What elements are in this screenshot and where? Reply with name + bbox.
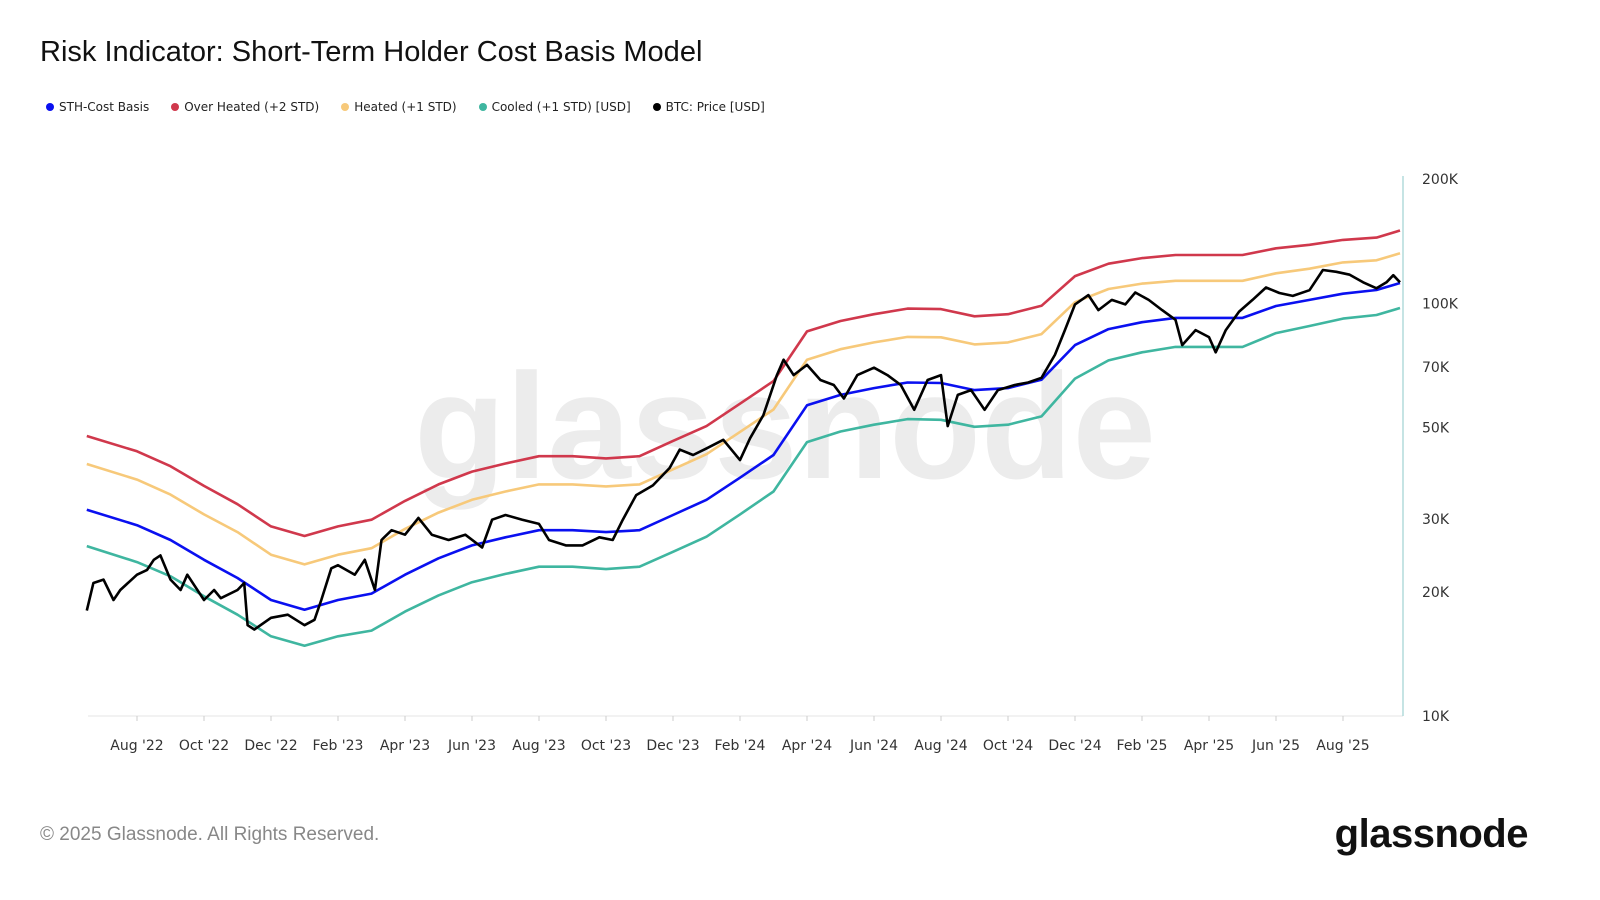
copyright-footer: © 2025 Glassnode. All Rights Reserved.	[40, 824, 380, 845]
x-tick-label: Dec '23	[646, 738, 699, 754]
x-tick-label: Jun '25	[1251, 738, 1300, 754]
legend-item-sth-cost-basis[interactable]: STH-Cost Basis	[46, 100, 149, 114]
series-line-over-heated-2-std	[86, 229, 1401, 538]
legend-dot-icon	[171, 103, 180, 111]
series-line-heated-1-std	[86, 252, 1401, 566]
legend-dot-icon	[341, 103, 350, 111]
x-tick-label: Oct '22	[179, 738, 229, 754]
legend-item-btc-price[interactable]: BTC: Price [USD]	[652, 100, 765, 114]
x-tick-label: Aug '22	[110, 738, 163, 754]
x-tick-label: Apr '23	[380, 738, 430, 754]
x-tick-label: Dec '22	[244, 738, 297, 754]
legend-item-over-heated[interactable]: Over Heated (+2 STD)	[171, 100, 319, 114]
x-tick-label: Apr '24	[782, 738, 832, 754]
x-tick-label: Dec '24	[1048, 738, 1101, 754]
y-tick-label: 20K	[1422, 585, 1450, 601]
x-tick-label: Oct '23	[581, 738, 631, 754]
watermark: glassnode	[414, 342, 1156, 510]
x-tick-label: Feb '24	[715, 738, 766, 754]
series-line-btc-price-usd	[85, 268, 1401, 631]
legend-label: BTC: Price [USD]	[665, 100, 765, 114]
x-tick-label: Apr '25	[1184, 738, 1234, 754]
x-tick-label: Jun '24	[849, 738, 898, 754]
x-tick-label: Feb '23	[313, 738, 364, 754]
y-tick-label: 10K	[1422, 709, 1450, 725]
series-lines	[85, 229, 1401, 648]
y-tick-label: 100K	[1422, 296, 1459, 312]
x-tick-label: Aug '25	[1316, 738, 1369, 754]
x-tick-label: Oct '24	[983, 738, 1033, 754]
series-line-cooled-1-std-usd	[86, 306, 1401, 648]
y-tick-label: 30K	[1422, 512, 1450, 528]
legend-label: Heated (+1 STD)	[354, 100, 457, 114]
legend-label: Over Heated (+2 STD)	[184, 100, 320, 114]
x-tick-label: Feb '25	[1117, 738, 1168, 754]
y-axis-ticks: 10K 20K 30K 50K 70K 100K 200K	[1422, 172, 1459, 725]
legend-item-heated[interactable]: Heated (+1 STD)	[341, 100, 457, 114]
series-line-sth-cost-basis	[86, 281, 1401, 612]
x-axis-ticks: Aug '22 Oct '22 Dec '22 Feb '23 Apr '23 Jun '…	[110, 716, 1370, 754]
legend: STH-Cost Basis Over Heated (+2 STD) Heat…	[46, 100, 787, 114]
legend-item-cooled[interactable]: Cooled (+1 STD) [USD]	[478, 100, 631, 114]
legend-dot-icon	[478, 103, 487, 111]
y-tick-label: 50K	[1422, 421, 1450, 437]
x-tick-label: Aug '23	[512, 738, 565, 754]
x-tick-label: Jun '23	[447, 738, 496, 754]
legend-dot-icon	[652, 103, 661, 111]
legend-dot-icon	[46, 103, 54, 111]
y-tick-label: 70K	[1422, 360, 1450, 376]
x-tick-label: Aug '24	[914, 738, 968, 754]
legend-label: Cooled (+1 STD) [USD]	[491, 100, 631, 114]
legend-label: STH-Cost Basis	[59, 100, 150, 114]
glassnode-logo: glassnode	[1334, 812, 1529, 856]
chart-title: Risk Indicator: Short-Term Holder Cost B…	[40, 36, 703, 68]
y-tick-label: 200K	[1422, 172, 1459, 188]
